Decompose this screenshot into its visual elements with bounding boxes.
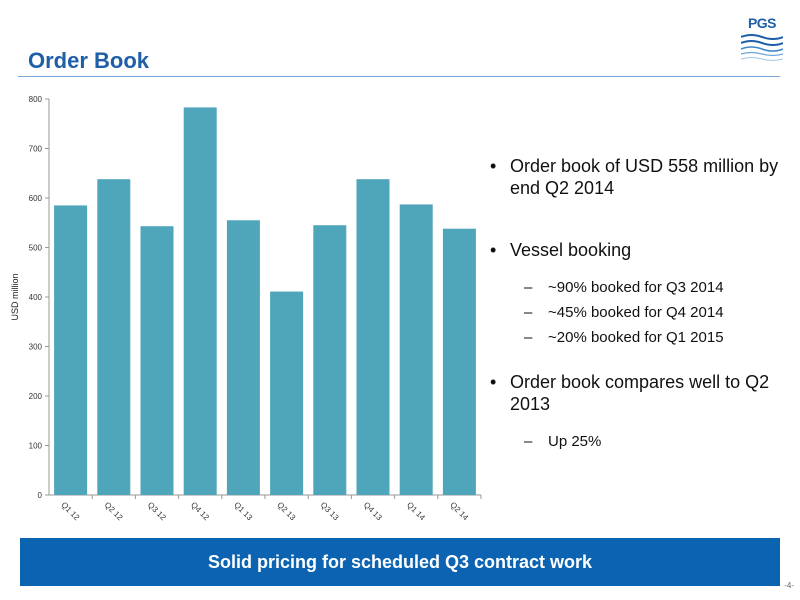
sub-bullet-text: ~20% booked for Q1 2015 xyxy=(548,329,724,346)
y-tick-label: 400 xyxy=(29,293,43,302)
x-tick-label: Q3 12 xyxy=(146,500,168,522)
bar xyxy=(140,226,174,495)
bullet-text: Order book compares well to Q2 2013 xyxy=(510,372,770,414)
x-tick-label: Q1 14 xyxy=(405,500,427,522)
x-tick-label: Q1 13 xyxy=(232,500,254,522)
y-axis-label: USD million xyxy=(10,273,20,320)
bullet-list: • Order book of USD 558 million by end Q2… xyxy=(490,155,790,452)
x-tick-label: Q2 12 xyxy=(103,500,125,522)
bullet-text: Vessel booking xyxy=(510,240,632,260)
y-tick-label: 0 xyxy=(38,491,43,500)
summary-banner: Solid pricing for scheduled Q3 contract … xyxy=(20,538,780,586)
x-tick-label: Q2 13 xyxy=(275,500,297,522)
bullet-item: • Order book compares well to Q2 2013 xyxy=(490,371,790,415)
page-number: -4- xyxy=(784,581,794,590)
bar xyxy=(313,225,347,495)
sub-bullet-item: – ~20% booked for Q1 2015 xyxy=(490,328,790,348)
y-tick-label: 300 xyxy=(29,343,43,352)
bullet-icon: • xyxy=(490,372,497,392)
title-divider xyxy=(18,76,780,77)
sub-bullet-text: ~45% booked for Q4 2014 xyxy=(548,304,724,321)
dash-icon: – xyxy=(524,433,533,450)
dash-icon: – xyxy=(524,304,533,321)
sub-bullet-item: – ~45% booked for Q4 2014 xyxy=(490,303,790,323)
y-tick-label: 100 xyxy=(29,442,43,451)
sub-bullet-text: ~90% booked for Q3 2014 xyxy=(548,279,724,296)
dash-icon: – xyxy=(524,329,533,346)
bar xyxy=(356,179,390,495)
y-tick-label: 800 xyxy=(29,95,43,104)
order-book-chart: 0 100 200 300 400 500 600 700 800 USD million Q1 1… xyxy=(10,95,482,523)
x-tick-label: Q4 13 xyxy=(362,500,384,522)
x-tick-label: Q3 13 xyxy=(319,500,341,522)
dash-icon: – xyxy=(524,279,533,296)
y-tick-label: 200 xyxy=(29,392,43,401)
x-tick-label: Q1 12 xyxy=(59,500,81,522)
bar xyxy=(97,179,131,495)
logo-waves-icon xyxy=(741,34,783,61)
bullet-icon: • xyxy=(490,156,497,176)
slide-title: Order Book xyxy=(28,48,150,73)
bar xyxy=(399,204,433,495)
y-tick-label: 600 xyxy=(29,194,43,203)
bullet-item: • Order book of USD 558 million by end Q2… xyxy=(490,155,790,199)
x-tick-label: Q2 14 xyxy=(448,500,470,522)
y-tick-label: 700 xyxy=(29,145,43,154)
sub-bullet-item: – Up 25% xyxy=(490,432,790,452)
bar xyxy=(183,107,217,495)
bullet-icon: • xyxy=(490,240,497,260)
sub-bullet-item: – ~90% booked for Q3 2014 xyxy=(490,278,790,298)
bar xyxy=(54,205,88,496)
bullet-item: • Vessel booking xyxy=(490,239,790,261)
y-tick-label: 500 xyxy=(29,244,43,253)
bar xyxy=(270,291,304,495)
bar xyxy=(226,220,260,495)
bar xyxy=(442,228,476,495)
x-tick-label: Q4 12 xyxy=(189,500,211,522)
sub-bullet-text: Up 25% xyxy=(548,433,602,450)
logo-text: PGS xyxy=(747,15,777,31)
pgs-logo: PGS xyxy=(741,15,783,65)
bullet-text: Order book of USD 558 million by end Q2 … xyxy=(510,156,779,198)
